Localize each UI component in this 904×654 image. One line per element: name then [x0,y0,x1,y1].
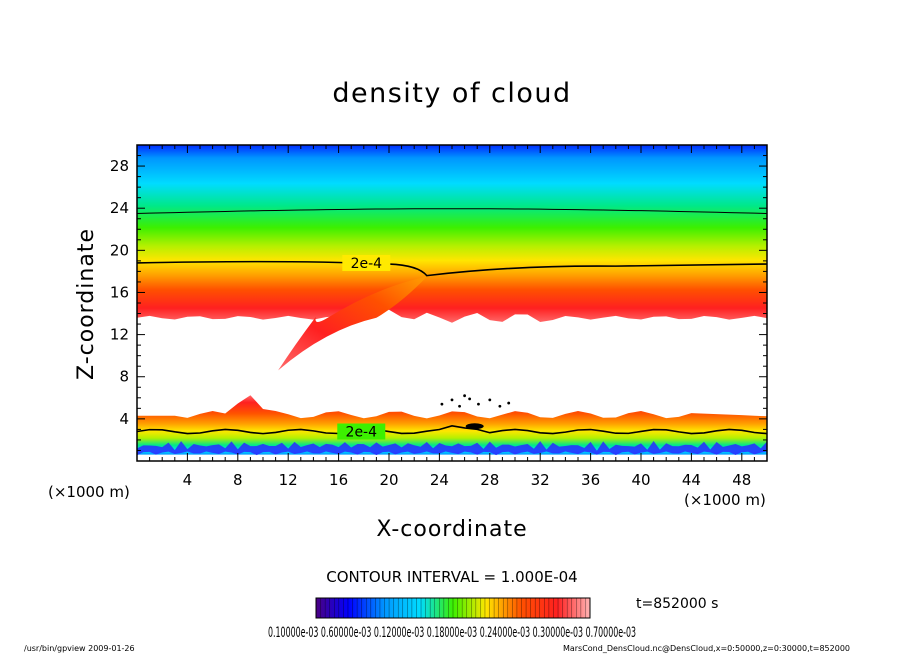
x-tick-label-4: 4 [183,471,193,489]
x-tick-label-48: 48 [732,471,751,489]
x-tick-label-36: 36 [581,471,600,489]
x-tick-label-12: 12 [279,471,298,489]
y-tick-label-4: 4 [119,410,129,428]
footer-left: /usr/bin/gpview 2009-01-26 [24,644,135,653]
plot-area [137,145,767,461]
lower-2e-4-contour [137,425,767,435]
x-axis-ticks: 4 8 12 16 20 24 28 32 36 40 44 48 [149,145,755,489]
y-tick-label-20: 20 [110,241,129,259]
cloud-plume [278,276,427,371]
debris-blob [465,423,484,430]
upper-cloud-layer [137,145,767,323]
contour-label-lower: 2e-4 [346,425,378,441]
y-tick-label-24: 24 [110,199,129,217]
y-tick-label-16: 16 [110,283,129,301]
debris-point-1 [458,404,461,408]
label-bg-upper [342,254,391,271]
x-tick-label-40: 40 [631,471,650,489]
debris-point-8 [507,401,511,405]
x-tick-label-44: 44 [682,471,701,489]
lower-cloud-layer [137,395,767,455]
x-tick-label-28: 28 [480,471,499,489]
x-unit-left: (×1000 m) [48,483,130,501]
debris-point-0 [450,398,454,402]
x-tick-label-32: 32 [531,471,550,489]
colorbar-stripes [320,598,586,618]
debris-point-7 [463,394,466,398]
outer-contour-line [137,208,767,214]
contour-label-upper: 2e-4 [351,256,383,272]
upper-2e-4-contour [137,260,767,277]
y-tick-label-12: 12 [110,326,129,344]
footer-right: MarsCond_DensCloud.nc@DensCloud,x=0:5000… [563,644,850,653]
debris-point-4 [488,398,492,402]
x-unit-right: (×1000 m) [684,491,766,509]
debris-point-2 [468,397,472,401]
scatter-debris [440,394,511,430]
x-tick-label-16: 16 [329,471,348,489]
x-tick-label-8: 8 [233,471,243,489]
debris-point-5 [498,404,502,408]
y-tick-label-8: 8 [119,368,129,386]
chart-title: density of cloud [332,78,571,109]
surface-noise-band [137,441,767,456]
time-label: t=852000 s [636,596,718,612]
x-tick-label-24: 24 [430,471,449,489]
y-axis-ticks: 4 8 12 16 20 24 28 [110,155,767,451]
x-axis-label: X-coordinate [376,517,527,542]
y-axis-label: Z-coordinate [74,228,99,380]
contour-interval: CONTOUR INTERVAL = 1.000E-04 [326,568,577,586]
label-bg-lower [337,423,386,440]
debris-point-3 [477,402,480,406]
colorbar-labels: 0.10000e-03 0.60000e-03 0.12000e-03 0.18… [268,625,636,641]
x-tick-label-20: 20 [379,471,398,489]
y-tick-label-28: 28 [110,157,129,175]
debris-point-6 [440,402,444,406]
